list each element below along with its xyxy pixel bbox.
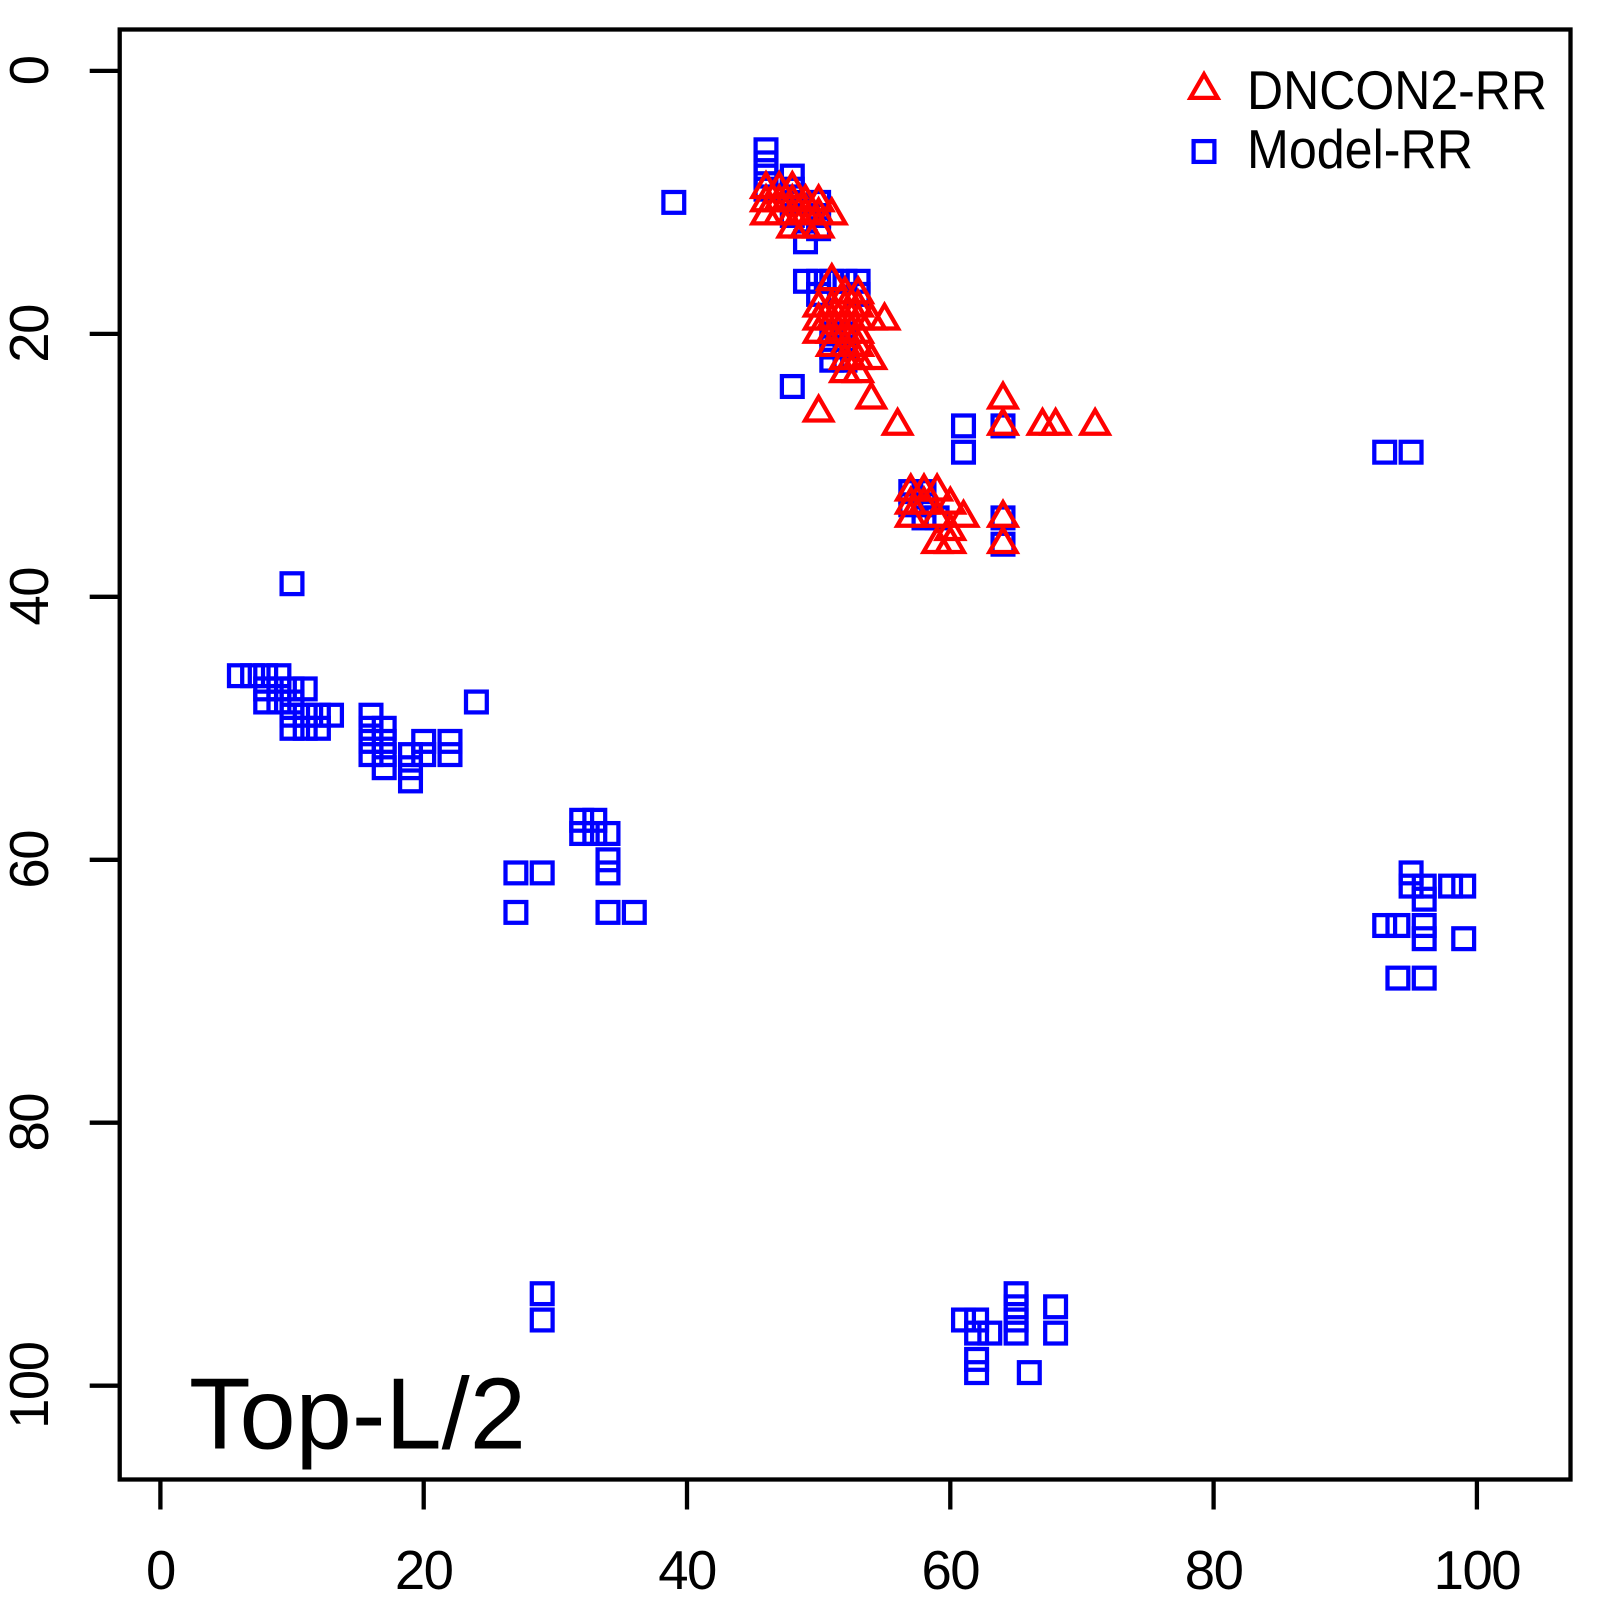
svg-text:40: 40 xyxy=(0,568,60,626)
svg-text:0: 0 xyxy=(146,1540,175,1600)
svg-text:100: 100 xyxy=(0,1342,60,1429)
svg-text:40: 40 xyxy=(658,1540,716,1600)
svg-text:Top-L/2: Top-L/2 xyxy=(189,1359,526,1471)
svg-text:60: 60 xyxy=(0,831,60,889)
svg-text:20: 20 xyxy=(395,1540,453,1600)
svg-text:80: 80 xyxy=(1185,1540,1243,1600)
svg-text:DNCON2-RR: DNCON2-RR xyxy=(1247,60,1547,121)
svg-text:Model-RR: Model-RR xyxy=(1247,119,1473,180)
svg-text:20: 20 xyxy=(0,305,60,363)
svg-text:60: 60 xyxy=(921,1540,979,1600)
svg-text:100: 100 xyxy=(1434,1540,1521,1600)
svg-text:80: 80 xyxy=(0,1094,60,1152)
svg-text:0: 0 xyxy=(0,56,60,85)
